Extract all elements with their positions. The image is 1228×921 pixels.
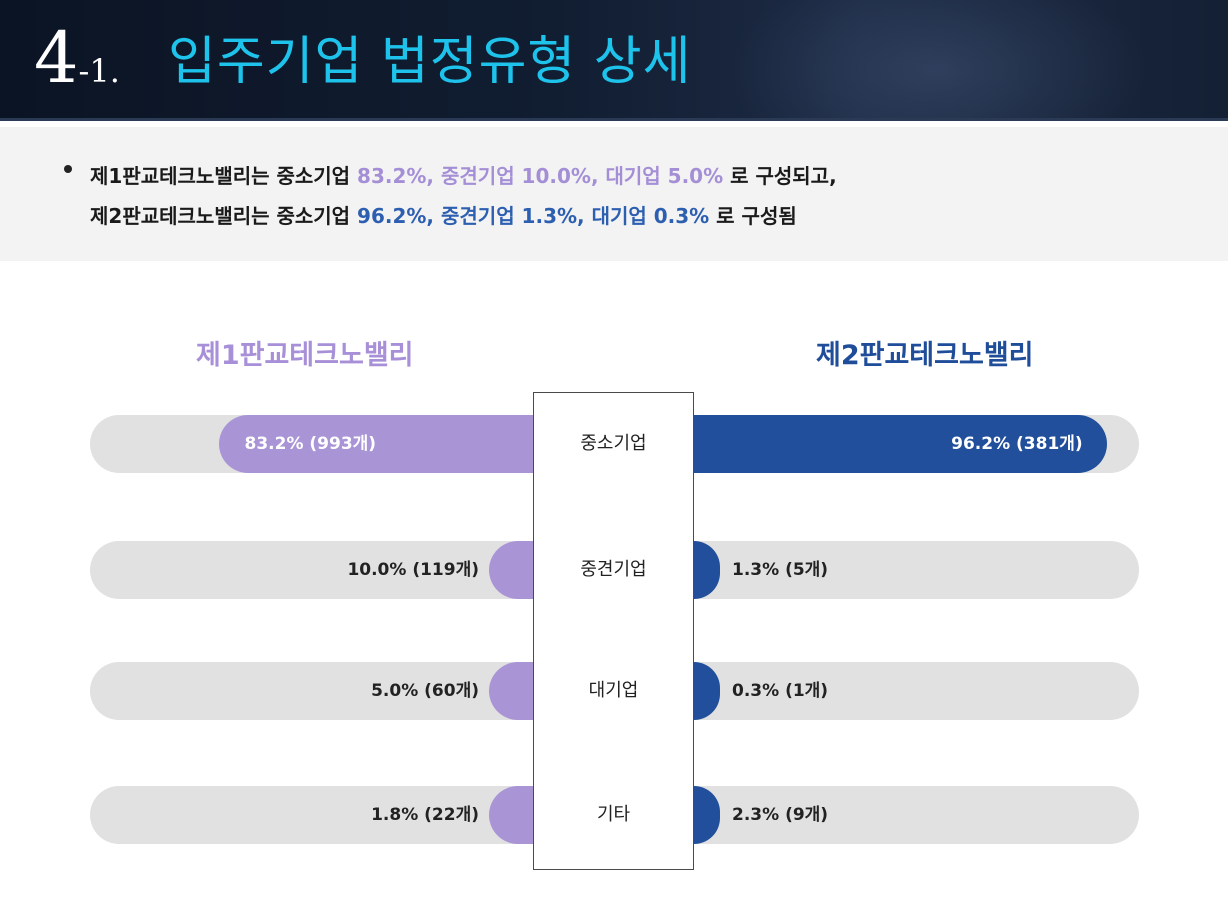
category-column-box (533, 392, 694, 870)
summary-line-1-prefix: 제1판교테크노밸리는 중소기업 (90, 164, 358, 188)
category-label: 중견기업 (580, 559, 647, 580)
category-label: 기타 (596, 804, 631, 825)
data-label-series-2: 0.3% (1개) (732, 681, 829, 701)
data-label-series-1: 83.2% (993개) (244, 434, 377, 454)
data-label-series-1: 10.0% (119개) (347, 560, 479, 580)
summary-line-2-suffix: 로 구성됨 (709, 204, 797, 228)
section-number: 4-1. (34, 18, 120, 98)
summary-line-1: 제1판교테크노밸리는 중소기업 83.2%, 중견기업 10.0%, 대기업 5… (90, 160, 837, 189)
bar-series-1 (489, 662, 533, 720)
bar-series-2 (694, 415, 1107, 473)
summary-line-1-highlight: 83.2%, 중견기업 10.0%, 대기업 5.0% (357, 164, 724, 188)
series-label-park-2: 제2판교테크노밸리 (816, 340, 1034, 371)
header-background-shade (728, 0, 1148, 118)
data-label-series-2: 2.3% (9개) (732, 805, 829, 825)
summary-line-1-suffix: 로 구성되고, (723, 164, 837, 188)
data-label-series-2: 96.2% (381개) (951, 434, 1083, 454)
category-label: 중소기업 (580, 433, 647, 454)
summary-line-2-prefix: 제2판교테크노밸리는 중소기업 (90, 204, 358, 228)
summary-line-2-highlight: 96.2%, 중견기업 1.3%, 대기업 0.3% (357, 204, 710, 228)
bar-series-1 (218, 415, 533, 473)
category-label: 대기업 (588, 680, 639, 701)
bar-series-1 (489, 541, 533, 599)
section-number-sub: -1. (78, 52, 120, 90)
data-label-series-2: 1.3% (5개) (732, 560, 829, 580)
header-banner: 4-1. 입주기업 법정유형 상세 (0, 0, 1228, 118)
bullet-icon (64, 165, 72, 173)
series-label-park-1: 제1판교테크노밸리 (196, 340, 414, 371)
header-divider (0, 118, 1228, 121)
data-label-series-1: 5.0% (60개) (371, 681, 479, 701)
data-label-series-1: 1.8% (22개) (371, 805, 479, 825)
section-number-main: 4 (34, 17, 79, 99)
page-title: 입주기업 법정유형 상세 (168, 32, 692, 92)
summary-line-2: 제2판교테크노밸리는 중소기업 96.2%, 중견기업 1.3%, 대기업 0.… (90, 200, 797, 229)
bar-series-1 (489, 786, 533, 844)
summary-panel (0, 127, 1228, 261)
